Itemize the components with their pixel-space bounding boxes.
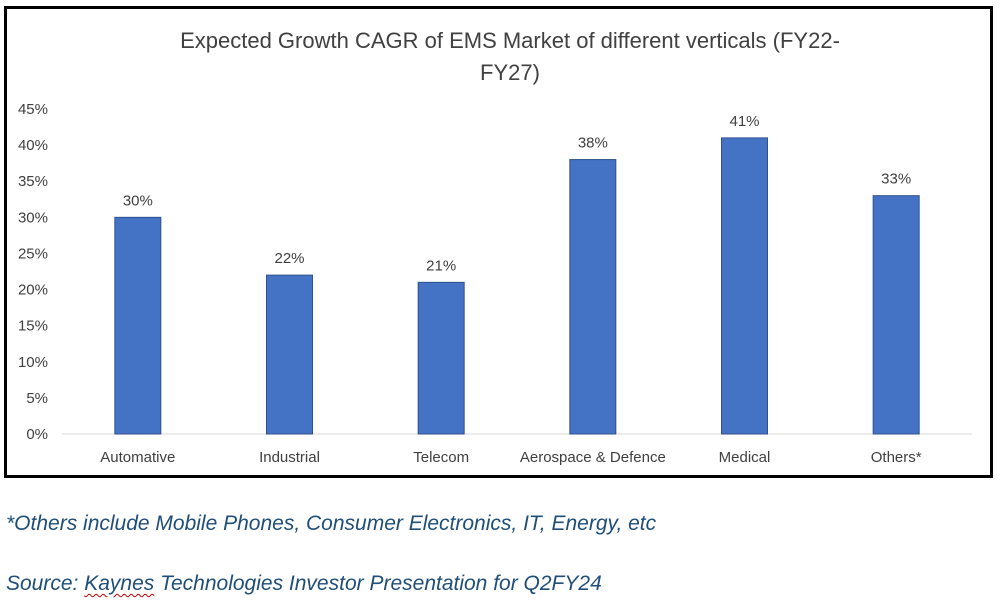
bar <box>114 216 162 435</box>
y-tick-label: 20% <box>18 282 48 299</box>
bar <box>569 159 617 435</box>
y-tick-label: 15% <box>18 318 48 335</box>
bar <box>721 137 768 435</box>
data-label: 33% <box>881 171 911 188</box>
source-note: Source: Kaynes Technologies Investor Pre… <box>6 572 602 596</box>
y-tick-label: 45% <box>18 101 48 118</box>
x-tick-label: Automative <box>100 449 175 466</box>
data-label: 38% <box>578 135 608 152</box>
bar <box>872 195 920 435</box>
source-company: Kaynes <box>84 572 155 595</box>
x-tick-label: Aerospace & Defence <box>520 449 666 466</box>
chart-frame <box>4 6 993 478</box>
data-label: 41% <box>729 113 759 130</box>
y-tick-label: 5% <box>26 390 48 407</box>
y-tick-label: 40% <box>18 137 48 154</box>
source-prefix: Source: <box>6 572 85 595</box>
y-tick-label: 25% <box>18 245 48 262</box>
x-tick-label: Medical <box>719 449 771 466</box>
data-label: 21% <box>426 257 456 274</box>
y-tick-label: 0% <box>26 426 48 443</box>
bar-chart: Expected Growth CAGR of EMS Market of di… <box>18 28 972 466</box>
chart-title-line: FY27) <box>480 60 540 85</box>
data-label: 22% <box>274 250 304 267</box>
chart-title-line: Expected Growth CAGR of EMS Market of di… <box>180 28 840 53</box>
y-tick-label: 10% <box>18 354 48 371</box>
bar <box>417 281 465 435</box>
source-rest: Technologies Investor Presentation for Q… <box>154 572 602 595</box>
y-tick-label: 30% <box>18 209 48 226</box>
others-footnote: *Others include Mobile Phones, Consumer … <box>6 512 657 535</box>
x-tick-label: Others* <box>871 449 922 466</box>
bar <box>266 274 313 435</box>
x-tick-label: Industrial <box>259 449 320 466</box>
x-tick-label: Telecom <box>413 449 469 466</box>
data-label: 30% <box>123 192 153 209</box>
y-tick-label: 35% <box>18 173 48 190</box>
